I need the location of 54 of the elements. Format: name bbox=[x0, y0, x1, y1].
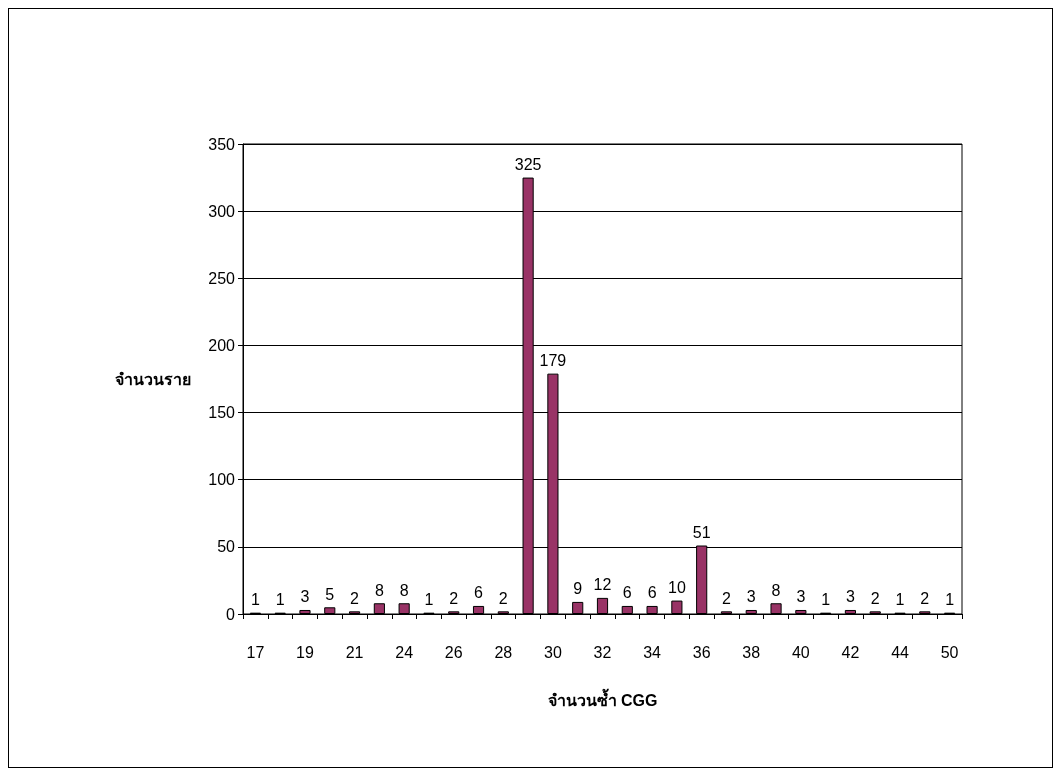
data-label: 2 bbox=[449, 589, 459, 607]
data-label: 1 bbox=[821, 591, 831, 609]
y-tick-label: 350 bbox=[208, 135, 236, 153]
x-tick-label: 42 bbox=[841, 643, 860, 661]
data-label: 1 bbox=[895, 591, 905, 609]
data-label: 1 bbox=[275, 591, 285, 609]
x-tick-label: 30 bbox=[544, 643, 562, 661]
data-label: 5 bbox=[325, 585, 335, 603]
x-tick-label: 38 bbox=[742, 643, 761, 661]
y-tick-label: 200 bbox=[208, 336, 236, 354]
x-tick-label: 36 bbox=[692, 643, 711, 661]
y-tick-label: 300 bbox=[208, 202, 236, 220]
data-label: 12 bbox=[593, 576, 612, 594]
data-label: 3 bbox=[845, 588, 855, 606]
y-tick-label: 150 bbox=[208, 404, 236, 422]
data-label: 6 bbox=[474, 584, 484, 602]
data-label: 6 bbox=[647, 584, 657, 602]
x-tick-label: 21 bbox=[345, 643, 364, 661]
data-label: 2 bbox=[350, 589, 360, 607]
data-label: 8 bbox=[374, 581, 384, 599]
data-label: 179 bbox=[539, 352, 567, 370]
data-label: 325 bbox=[514, 156, 542, 174]
x-tick-label: 44 bbox=[891, 643, 910, 661]
data-label: 3 bbox=[796, 588, 806, 606]
x-axis-title: จำนวนซ้ำ CGG bbox=[547, 687, 658, 709]
data-label: 8 bbox=[771, 581, 781, 599]
y-tick-label: 0 bbox=[226, 605, 236, 623]
data-label: 1 bbox=[424, 591, 434, 609]
x-tick-label: 19 bbox=[296, 643, 314, 661]
data-label: 1 bbox=[250, 591, 260, 609]
data-label: 10 bbox=[667, 579, 686, 597]
data-label: 3 bbox=[746, 588, 756, 606]
data-label: 1 bbox=[945, 591, 955, 609]
x-tick-label: 34 bbox=[643, 643, 662, 661]
x-tick-label: 40 bbox=[791, 643, 810, 661]
x-tick-label: 17 bbox=[246, 643, 265, 661]
data-label: 2 bbox=[920, 589, 930, 607]
x-tick-label: 26 bbox=[444, 643, 463, 661]
x-tick-label: 32 bbox=[593, 643, 612, 661]
data-label: 2 bbox=[498, 589, 508, 607]
data-label: 2 bbox=[722, 589, 732, 607]
x-tick-label: 28 bbox=[494, 643, 513, 661]
data-label: 3 bbox=[300, 588, 310, 606]
y-tick-label: 250 bbox=[208, 269, 236, 287]
data-label: 9 bbox=[573, 580, 583, 598]
data-label: 8 bbox=[399, 581, 409, 599]
x-tick-label: 24 bbox=[395, 643, 414, 661]
data-label: 51 bbox=[692, 524, 711, 542]
x-tick-label: 50 bbox=[940, 643, 959, 661]
y-tick-label: 100 bbox=[208, 471, 236, 489]
y-axis-title: จำนวนราย bbox=[115, 370, 191, 388]
y-tick-label: 50 bbox=[217, 538, 236, 556]
data-label: 6 bbox=[622, 584, 632, 602]
data-label: 2 bbox=[870, 589, 880, 607]
